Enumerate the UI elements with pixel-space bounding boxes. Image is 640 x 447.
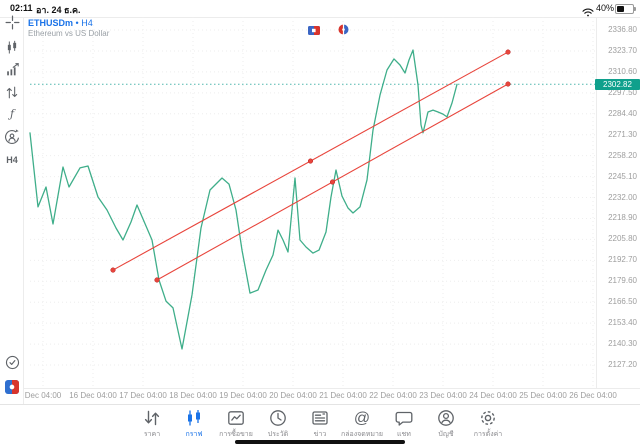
- event-icons: [308, 22, 349, 40]
- price-axis-label: 2297.50: [608, 87, 637, 97]
- status-date: อา. 24 ธ.ค.: [36, 5, 81, 15]
- charts-icon: [184, 408, 204, 428]
- objects-icon[interactable]: [1, 81, 23, 103]
- trendline-channel-upper-handle-end[interactable]: [505, 49, 511, 55]
- time-axis-label: 17 Dec 04:00: [119, 391, 167, 400]
- current-price-badge: 2302.82: [595, 78, 640, 90]
- accounts-icon: [436, 408, 456, 428]
- timeframe-label: H4: [6, 155, 18, 165]
- price-axis-label: 2166.50: [608, 297, 637, 307]
- tab-label: การซื้อขาย: [219, 431, 253, 438]
- trendline-channel-lower-handle-mid[interactable]: [329, 179, 336, 185]
- tab-label: ประวัติ: [267, 431, 289, 438]
- tab-label: กราฟ: [185, 431, 203, 438]
- price-axis-label: 2323.70: [608, 45, 637, 55]
- quotes-icon: [142, 408, 162, 428]
- tab-label: ข่าว: [313, 431, 327, 438]
- trendline-channel-upper-handle-mid[interactable]: [307, 158, 314, 164]
- time-axis-label: 26 Dec 04:00: [569, 391, 617, 400]
- symbol-separator: •: [75, 18, 79, 28]
- time-axis-label: 24 Dec 04:00: [469, 391, 517, 400]
- chart-growth-icon[interactable]: [1, 59, 23, 81]
- metaquotes-logo-icon[interactable]: [1, 376, 23, 398]
- price-axis-label: 2218.90: [608, 213, 637, 223]
- price-axis-label: 2153.40: [608, 318, 637, 328]
- price-axis-label: 2284.40: [608, 108, 637, 118]
- tab-label: แชท: [397, 431, 411, 438]
- indicators-icon[interactable]: ƒ: [1, 103, 23, 125]
- tab-bar: ราคา กราฟ การซื้อขาย ประวัติ ข่าว @ กล่องจดหมา…: [0, 404, 640, 447]
- price-axis-label: 2310.60: [608, 66, 637, 76]
- settings-icon: [478, 408, 498, 428]
- tab-trade[interactable]: การซื้อขาย: [215, 408, 257, 440]
- trendline-channel-upper-handle-start[interactable]: [110, 267, 116, 273]
- news-icon: [310, 408, 330, 428]
- tab-label: กล่องจดหมาย: [340, 431, 384, 438]
- tab-label: บัญชี: [438, 431, 454, 438]
- svg-text:ƒ: ƒ: [7, 108, 16, 121]
- tab-news[interactable]: ข่าว: [299, 408, 341, 440]
- battery-percent: 40%: [595, 3, 614, 13]
- time-axis-label: 22 Dec 04:00: [369, 391, 417, 400]
- time-axis-label: 25 Dec 04:00: [519, 391, 567, 400]
- candlesticks-icon[interactable]: [1, 36, 23, 58]
- time-axis-label: 18 Dec 04:00: [169, 391, 217, 400]
- price-axis-label: 2127.20: [608, 360, 637, 369]
- tab-chat[interactable]: แชท: [383, 408, 425, 440]
- price-axis-label: 2205.80: [608, 234, 637, 244]
- price-axis-separator: [596, 17, 597, 388]
- price-axis-label: 2232.00: [608, 192, 637, 202]
- time-axis-label: 21 Dec 04:00: [319, 391, 367, 400]
- symbol-name: ETHUSDm: [28, 18, 74, 28]
- price-axis-label: 2271.30: [608, 129, 637, 139]
- time-axis-label: 23 Dec 04:00: [419, 391, 467, 400]
- price-axis-label: 2336.80: [608, 25, 637, 34]
- trendline-channel-lower-handle-end[interactable]: [505, 81, 511, 87]
- history-icon: [268, 408, 288, 428]
- battery-icon: [615, 4, 636, 14]
- price-axis-label: 2245.10: [608, 171, 637, 181]
- tab-mailbox[interactable]: @ กล่องจดหมาย: [341, 408, 383, 440]
- price-axis-label: 2192.70: [608, 255, 637, 265]
- chat-icon: [394, 408, 414, 428]
- tab-label: การตั้งค่า: [473, 431, 503, 438]
- symbol-description: Ethereum vs US Dollar: [28, 28, 110, 38]
- tab-accounts[interactable]: บัญชี: [425, 408, 467, 440]
- tab-history[interactable]: ประวัติ: [257, 408, 299, 440]
- price-axis-label: 2258.20: [608, 150, 637, 160]
- trendline-channel-lower-handle-start[interactable]: [154, 277, 160, 283]
- mailbox-icon: @: [352, 408, 372, 428]
- wifi-icon: [582, 4, 594, 22]
- price-axis-label: 2140.30: [608, 339, 637, 349]
- clock-red-blue-icon[interactable]: [338, 22, 349, 40]
- svg-text:@: @: [354, 410, 370, 427]
- clock-check-icon[interactable]: [1, 351, 23, 373]
- time-axis-label: Dec 04:00: [24, 391, 62, 400]
- time-axis-label: 19 Dec 04:00: [219, 391, 267, 400]
- chart-frame-left: [23, 17, 24, 404]
- time-axis-label: 16 Dec 04:00: [69, 391, 117, 400]
- clock-time: 02:11: [10, 3, 33, 13]
- time-axis-label: 20 Dec 04:00: [269, 391, 317, 400]
- chart-frame-top: [0, 17, 640, 18]
- tab-quotes[interactable]: ราคา: [131, 408, 173, 440]
- tab-settings[interactable]: การตั้งค่า: [467, 408, 509, 440]
- flag-red-blue-icon[interactable]: [308, 22, 320, 40]
- home-indicator[interactable]: [235, 440, 405, 444]
- tab-label: ราคา: [143, 431, 161, 438]
- tab-charts[interactable]: กราฟ: [173, 408, 215, 440]
- symbol-timeframe: H4: [81, 18, 93, 28]
- chart-frame-bottom: [23, 388, 640, 389]
- crosshair-icon[interactable]: [1, 11, 23, 33]
- symbol-header[interactable]: ETHUSDm • H4 Ethereum vs US Dollar: [28, 18, 110, 39]
- profile-rotate-icon[interactable]: [1, 126, 23, 148]
- timeframe-button[interactable]: H4: [1, 149, 23, 171]
- price-axis-label: 2179.60: [608, 276, 637, 286]
- status-bar: 02:11 อา. 24 ธ.ค. 40%: [0, 0, 640, 17]
- trade-icon: [226, 408, 246, 428]
- price-line-series: [29, 49, 458, 350]
